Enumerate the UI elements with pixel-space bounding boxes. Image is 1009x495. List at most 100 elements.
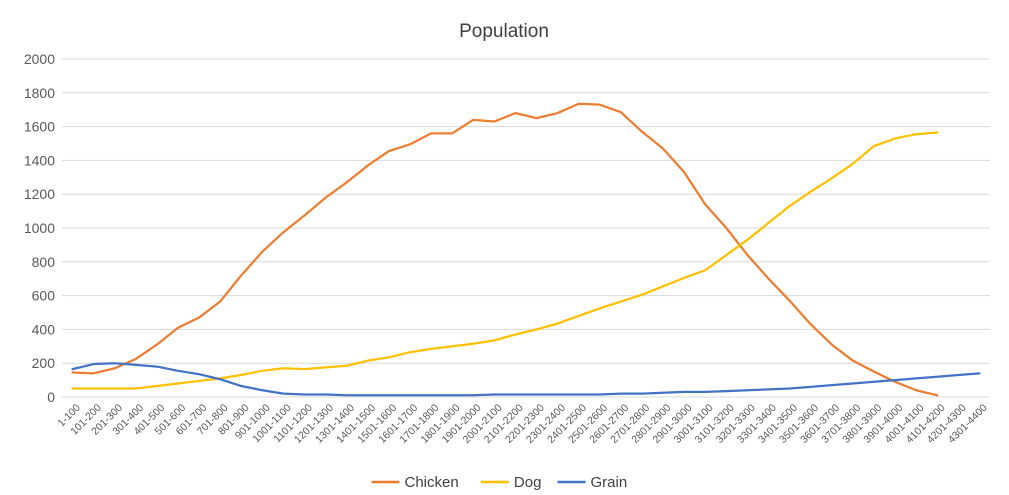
data-point-dog [641,294,643,296]
data-point-chicken [725,227,727,229]
data-point-dog [177,382,179,384]
data-point-grain [683,391,685,393]
data-point-grain [915,377,917,379]
legend-label: Dog [514,474,542,491]
legend-label: Chicken [405,474,459,491]
data-point-dog [767,222,769,224]
data-point-dog [683,277,685,279]
data-point-dog [135,387,137,389]
data-point-grain [135,364,137,366]
data-point-dog [704,269,706,271]
data-point-grain [177,370,179,372]
chart-title: Population [459,21,549,42]
data-point-chicken [514,112,516,114]
data-point-grain [346,394,348,396]
y-tick-label: 800 [32,254,56,270]
data-point-grain [831,384,833,386]
data-point-grain [472,394,474,396]
data-point-dog [346,365,348,367]
data-point-grain [873,381,875,383]
data-point-dog [599,307,601,309]
series-line-chicken [71,102,939,397]
data-point-grain [514,393,516,395]
y-tick-label: 200 [32,355,56,371]
y-tick-label: 1800 [24,85,55,101]
data-point-grain [578,393,580,395]
data-point-dog [936,131,938,133]
data-point-chicken [810,323,812,325]
y-tick-label: 0 [47,389,55,405]
data-point-dog [894,137,896,139]
data-point-chicken [788,299,790,301]
y-tick-label: 1000 [24,220,55,236]
y-tick-label: 2000 [24,51,55,67]
data-point-grain [388,394,390,396]
data-point-chicken [620,111,622,113]
series-line-dog [71,131,939,390]
data-point-grain [894,379,896,381]
data-point-dog [303,368,305,370]
gridlines [62,58,990,398]
data-point-grain [788,387,790,389]
series-line-grain [71,362,981,397]
legend-item-grain: Grain [557,474,628,491]
data-point-dog [873,145,875,147]
data-point-chicken [198,316,200,318]
data-point-chicken [324,196,326,198]
data-point-grain [430,394,432,396]
data-point-grain [219,378,221,380]
series-chicken [71,102,939,397]
data-point-grain [303,393,305,395]
y-axis-tick-labels: 0 200 400 600 800 1000 1200 1400 1600 1800 2000 [24,51,55,405]
data-point-grain [641,392,643,394]
data-point-dog [810,190,812,192]
data-point-dog [198,380,200,382]
x-axis-tick-labels: 1-100101-200201-300301-400401-500501-600… [55,402,989,446]
y-tick-label: 600 [32,288,56,304]
data-point-chicken [936,394,938,396]
data-point-grain [71,368,73,370]
data-point-chicken [831,343,833,345]
series-dog [71,131,939,390]
data-point-dog [156,385,158,387]
data-point-chicken [282,231,284,233]
data-point-grain [746,389,748,391]
data-point-grain [704,391,706,393]
y-tick-label: 1400 [24,152,55,168]
series-grain [71,362,981,397]
series-lines [71,102,981,397]
data-point-chicken [662,147,664,149]
data-point-chicken [240,274,242,276]
data-point-grain [282,392,284,394]
data-point-chicken [135,358,137,360]
data-point-grain [240,385,242,387]
legend-item-chicken: Chicken [371,474,459,491]
data-point-grain [620,392,622,394]
data-point-dog [240,374,242,376]
data-point-grain [367,394,369,396]
data-point-dog [852,163,854,165]
data-point-grain [451,394,453,396]
data-point-chicken [556,112,558,114]
data-point-chicken [303,214,305,216]
data-point-chicken [767,278,769,280]
data-point-chicken [114,367,116,369]
data-point-chicken [92,372,94,374]
data-point-dog [578,315,580,317]
data-point-chicken [388,150,390,152]
y-tick-label: 1200 [24,186,55,202]
legend-label: Grain [591,474,628,491]
data-point-grain [324,393,326,395]
data-point-dog [114,387,116,389]
data-point-dog [831,177,833,179]
data-point-chicken [346,181,348,183]
data-point-grain [114,362,116,364]
data-point-grain [493,393,495,395]
data-point-grain [978,372,980,374]
data-point-grain [556,393,558,395]
data-point-grain [767,388,769,390]
data-point-chicken [746,254,748,256]
data-point-grain [156,365,158,367]
data-point-dog [514,333,516,335]
